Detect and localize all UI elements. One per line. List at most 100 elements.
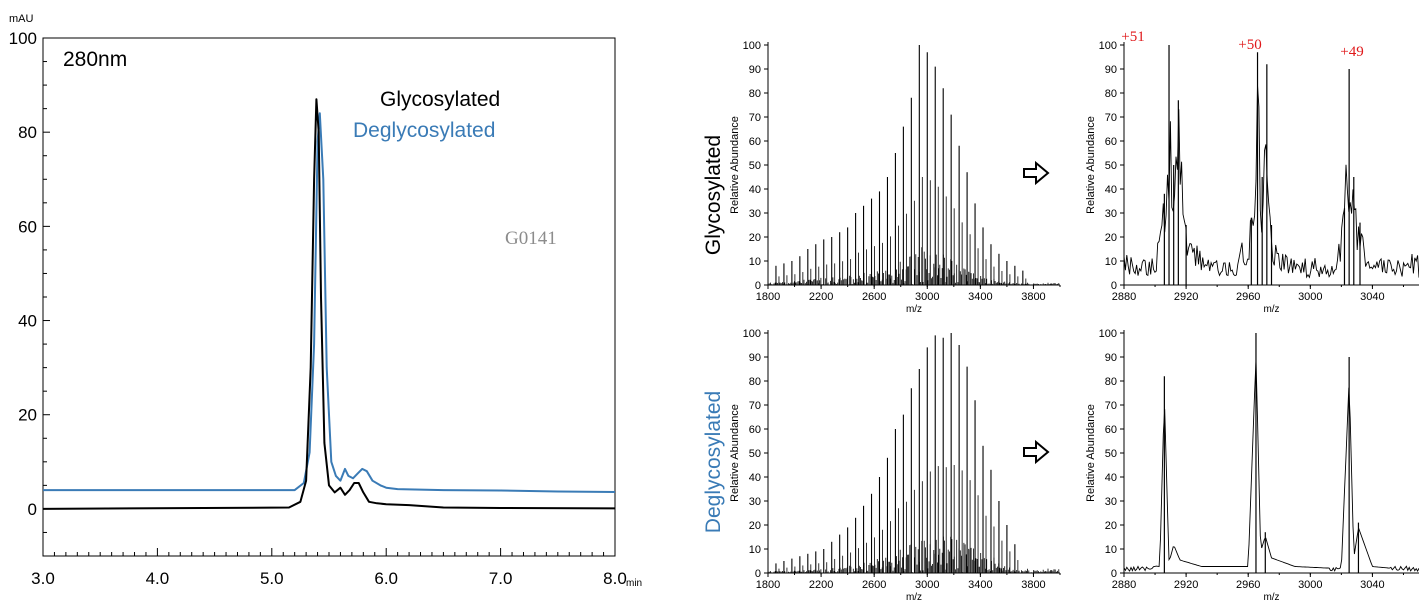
chrom-y-tick-label: 80	[18, 123, 37, 142]
ms-y-tick-label: 60	[749, 136, 761, 148]
chromatogram-traces	[42, 98, 616, 510]
ms-y-tick-label: 70	[1105, 400, 1117, 412]
ms-y-tick-label: 70	[1105, 112, 1117, 124]
ms-x-label: m/z	[1263, 304, 1279, 315]
ms-x-tick-label: 3800	[1021, 579, 1045, 591]
ms-zoom-trace	[1123, 360, 1419, 573]
ms-x-tick-label: 3000	[915, 291, 939, 303]
ms-y-tick-label: 90	[1105, 352, 1117, 364]
chrom-x-tick-label: 3.0	[31, 569, 55, 588]
ms-spectrum	[1123, 333, 1419, 573]
ms-y-label: Relative Abundance	[729, 404, 741, 502]
ms-x-tick-label: 2960	[1236, 579, 1260, 591]
ms-x-tick-label: 3400	[968, 579, 992, 591]
ms-y-tick-label: 10	[749, 256, 761, 268]
ms-y-tick-label: 40	[749, 184, 761, 196]
chrom-x-tick-label: 7.0	[489, 569, 513, 588]
ms-spectrum	[767, 45, 1060, 285]
ms-y-tick-label: 100	[1099, 328, 1117, 340]
ms-y-label: Relative Abundance	[1085, 404, 1097, 502]
right-arrow-icon	[1023, 439, 1050, 465]
chrom-x-tick-label: 5.0	[260, 569, 284, 588]
ms-y-tick-label: 50	[1105, 448, 1117, 460]
ms-y-tick-label: 80	[1105, 88, 1117, 100]
ms-x-label: m/z	[906, 304, 922, 315]
ms-y-tick-label: 60	[1105, 136, 1117, 148]
ms-x-tick-label: 3400	[968, 291, 992, 303]
ms-x-tick-label: 3040	[1360, 579, 1384, 591]
chromatogram-y-unit: mAU	[9, 13, 34, 25]
ms-y-tick-label: 80	[1105, 376, 1117, 388]
ms-x-tick-label: 2920	[1174, 579, 1198, 591]
ms-y-tick-label: 20	[1105, 520, 1117, 532]
ms-x-tick-label: 2960	[1236, 291, 1260, 303]
chrom-series-glycosylated	[42, 98, 616, 510]
right-arrow-icon	[1023, 160, 1050, 186]
ms-x-tick-label: 2880	[1112, 579, 1136, 591]
legend-glycosylated: Glycosylated	[380, 88, 500, 111]
ms-x-tick-label: 3800	[1021, 291, 1045, 303]
ms-zoom-trace	[1123, 85, 1419, 279]
ms-x-tick-label: 3040	[1360, 291, 1384, 303]
ms-y-tick-label: 30	[749, 208, 761, 220]
ms-y-label: Relative Abundance	[729, 116, 741, 214]
ms-y-tick-label: 20	[749, 520, 761, 532]
chrom-x-tick-label: 8.0	[603, 569, 627, 588]
ms-x-tick-label: 3000	[915, 579, 939, 591]
ms-x-tick-label: 2600	[862, 291, 886, 303]
chromatogram-x-unit: min	[626, 578, 642, 589]
row-label-deglycosylated: Deglycosylated	[702, 391, 725, 533]
ms-y-tick-label: 100	[743, 40, 761, 52]
ms-y-tick-label: 0	[755, 568, 761, 580]
chrom-y-tick-label: 20	[18, 406, 37, 425]
legend-deglycosylated: Deglycosylated	[353, 119, 495, 142]
ms-y-tick-label: 50	[749, 160, 761, 172]
ms-y-tick-label: 30	[749, 496, 761, 508]
chromatogram-plot-frame	[42, 37, 616, 557]
ms-y-tick-label: 90	[749, 64, 761, 76]
ms-y-tick-label: 50	[749, 448, 761, 460]
ms-x-label: m/z	[906, 592, 922, 603]
ms-x-tick-label: 3000	[1298, 291, 1322, 303]
ms-y-tick-label: 0	[1111, 568, 1117, 580]
chrom-y-tick-label: 60	[18, 217, 37, 236]
chrom-x-tick-label: 4.0	[146, 569, 170, 588]
chromatogram-y-ticks: 100 80 60 40 20 0	[9, 29, 50, 557]
row-label-glycosylated: Glycosylated	[702, 135, 725, 255]
ms-y-tick-label: 50	[1105, 160, 1117, 172]
ms-x-tick-label: 2880	[1112, 291, 1136, 303]
ms-y-tick-label: 100	[1099, 40, 1117, 52]
ms-y-tick-label: 60	[1105, 424, 1117, 436]
sample-id-label: G0141	[505, 228, 557, 249]
chrom-x-tick-label: 6.0	[374, 569, 398, 588]
ms-y-tick-label: 30	[1105, 208, 1117, 220]
ms-y-tick-label: 40	[749, 472, 761, 484]
charge-label-50: +50	[1238, 37, 1261, 53]
wavelength-label: 280nm	[63, 48, 127, 71]
chrom-y-tick-label: 0	[28, 500, 37, 519]
ms-y-tick-label: 60	[749, 424, 761, 436]
ms-y-tick-label: 90	[749, 352, 761, 364]
ms-y-tick-label: 10	[1105, 544, 1117, 556]
ms-y-tick-label: 100	[743, 328, 761, 340]
chrom-y-tick-label: 100	[9, 29, 37, 48]
ms-y-label: Relative Abundance	[1085, 116, 1097, 214]
ms-y-tick-label: 10	[749, 544, 761, 556]
ms-x-tick-label: 1800	[756, 291, 780, 303]
chrom-series-deglycosylated	[43, 112, 616, 493]
charge-label-51: +51	[1121, 29, 1144, 45]
ms-y-tick-label: 20	[1105, 232, 1117, 244]
ms-y-tick-label: 90	[1105, 64, 1117, 76]
ms-y-tick-label: 40	[1105, 472, 1117, 484]
chromatogram-x-ticks: 3.0 4.0 5.0 6.0 7.0 8.0	[31, 548, 627, 588]
ms-x-tick-label: 2200	[809, 579, 833, 591]
ms-y-tick-label: 40	[1105, 184, 1117, 196]
ms-y-tick-label: 80	[749, 88, 761, 100]
ms-x-label: m/z	[1263, 592, 1279, 603]
